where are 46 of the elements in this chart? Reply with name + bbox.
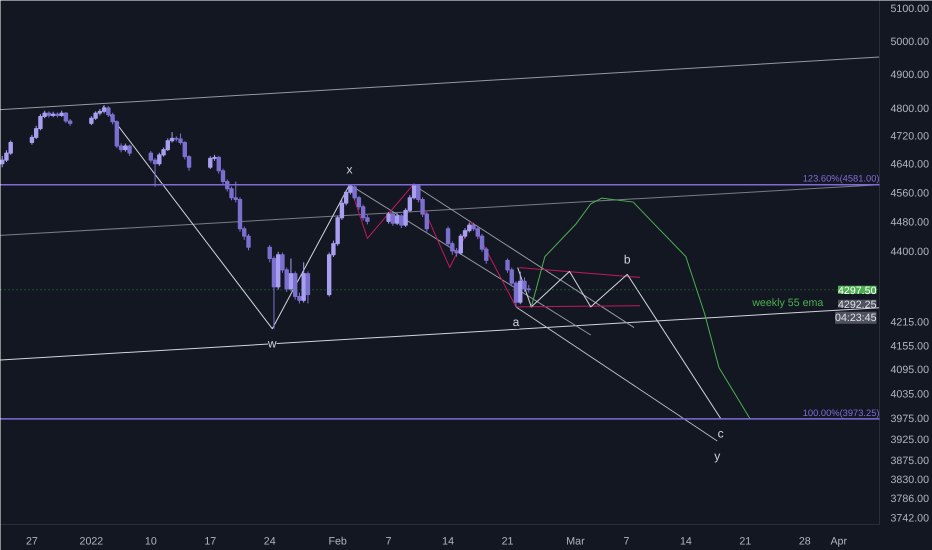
x-tick-label: 2022	[80, 536, 104, 548]
x-tick-label: 21	[502, 536, 514, 548]
x-tick-label: 21	[739, 536, 752, 548]
annotation: 04:23:45	[835, 312, 877, 324]
y-tick-label: 4800.00	[890, 102, 930, 115]
x-tick-label: 14	[680, 536, 692, 548]
annotation: a	[512, 314, 520, 329]
y-tick-label: 4480.00	[890, 216, 930, 228]
y-tick-label: 3875.00	[890, 455, 930, 468]
x-tick-label: Mar	[566, 536, 586, 548]
x-tick-label: Apr	[830, 536, 848, 548]
y-tick-label: 4095.00	[890, 364, 930, 376]
y-tick-label: 5100.00	[890, 3, 930, 16]
annotation: y	[714, 449, 720, 464]
x-tick-label: 7	[386, 536, 392, 548]
x-tick-label: 27	[26, 536, 38, 548]
x-tick-label: 14	[442, 536, 454, 548]
y-tick-label: 4900.00	[890, 69, 930, 82]
y-tick-label: 4640.00	[890, 158, 930, 171]
ref-line-label: 123.60%(4581.00)	[802, 174, 880, 184]
y-tick-label: 3830.00	[890, 474, 930, 486]
y-tick-label: 4035.00	[890, 388, 930, 400]
ref-line-label: 4297.50	[838, 284, 877, 297]
annotation: c	[718, 426, 724, 441]
annotation: x	[346, 162, 353, 177]
y-tick-label: 3925.00	[890, 434, 930, 446]
y-tick-label: 4720.00	[890, 130, 930, 143]
y-tick-label: 4400.00	[890, 246, 930, 258]
x-tick-label: 28	[798, 536, 811, 548]
x-tick-label: 7	[623, 536, 630, 548]
y-tick-label: 4155.00	[890, 340, 930, 352]
y-tick-label: 5000.00	[890, 36, 930, 48]
x-tick-label: Feb	[328, 536, 347, 548]
x-tick-label: 10	[144, 536, 157, 548]
x-tick-label: 24	[264, 536, 276, 548]
y-tick-label: 4215.00	[890, 316, 930, 329]
annotation: 4292.25	[838, 298, 877, 311]
annotation: b	[624, 252, 631, 266]
annotation: weekly 55 ema	[751, 297, 824, 310]
y-tick-label: 3742.00	[890, 512, 930, 524]
annotation: w	[266, 336, 277, 351]
y-tick-label: 3786.00	[890, 493, 930, 506]
y-tick-label: 3975.00	[890, 413, 930, 426]
y-tick-label: 4560.00	[890, 187, 930, 200]
x-tick-label: 17	[204, 536, 216, 548]
ref-line-label: 100.00%(3973.25)	[802, 408, 880, 418]
